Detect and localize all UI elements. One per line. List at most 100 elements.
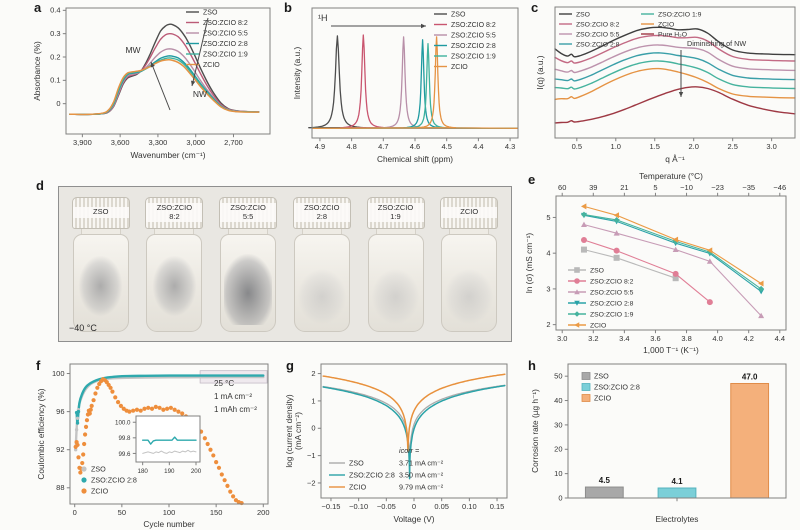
svg-text:I(q) (a.u.): I(q) (a.u.) — [535, 55, 545, 89]
svg-text:(mA cm⁻²): (mA cm⁻²) — [293, 412, 303, 450]
vial-label: ZSO:ZCIO 8:2 — [146, 202, 203, 223]
svg-text:3.71 mA cm⁻²: 3.71 mA cm⁻² — [399, 459, 444, 468]
series-ZCIO — [69, 59, 260, 116]
svg-text:4: 4 — [546, 249, 550, 258]
svg-text:10: 10 — [554, 469, 562, 478]
frost-pattern — [150, 253, 199, 325]
svg-text:Cycle number: Cycle number — [143, 519, 194, 529]
chart-root-c: 0.5 1.0 1.5 2.0 2.5 3.0q Å⁻¹I(q) (a.u.)ZSOZSO… — [535, 6, 796, 164]
series-ZSO:ZCIO 5:5 — [554, 44, 796, 74]
svg-text:21: 21 — [620, 183, 628, 192]
series-Pure H₂O — [554, 86, 796, 124]
svg-text:Diminishing of NW: Diminishing of NW — [687, 39, 746, 48]
svg-text:ZSO:ZCIO 5:5: ZSO:ZCIO 5:5 — [576, 32, 620, 39]
svg-text:88: 88 — [56, 483, 64, 492]
svg-text:ZCIO: ZCIO — [91, 487, 109, 496]
svg-text:ZSO:ZCIO 1:9: ZSO:ZCIO 1:9 — [658, 12, 702, 19]
svg-text:ZCIO: ZCIO — [590, 323, 606, 330]
panel-letter-a: a — [34, 0, 42, 15]
svg-text:0.2: 0.2 — [50, 52, 60, 61]
svg-text:0.4: 0.4 — [50, 6, 60, 15]
svg-text:Absorbance (%): Absorbance (%) — [32, 41, 42, 101]
panel-letter-d: d — [36, 178, 44, 193]
svg-text:ZSO:ZCIO 2:8: ZSO:ZCIO 2:8 — [594, 383, 640, 392]
svg-text:ZCIO: ZCIO — [451, 64, 468, 71]
vial-shoulder — [301, 227, 342, 235]
chart-root-e: 3.0 3.2 3.4 3.6 3.8 4.0 4.2 4.4 60 39 21 5 −10 −23 −35… — [524, 171, 787, 355]
svg-text:Pure H₂O: Pure H₂O — [658, 32, 687, 39]
frost-pattern — [76, 253, 125, 325]
panel-letter-b: b — [284, 0, 292, 15]
legend: ZSO ZSO:ZCIO 2:8 ZCIO — [581, 372, 640, 403]
svg-text:ZSO:ZCIO 2:8: ZSO:ZCIO 2:8 — [349, 471, 395, 480]
panel-h: h 4.5 4.1 47.0 0 10 20 30 40 50 Electrolytes Corro… — [518, 352, 800, 530]
svg-text:0: 0 — [73, 508, 77, 517]
svg-text:−0.05: −0.05 — [377, 502, 396, 511]
svg-text:4.1: 4.1 — [671, 477, 683, 486]
vial-body — [293, 233, 350, 332]
svg-text:ZSO:ZCIO 8:2: ZSO:ZCIO 8:2 — [203, 20, 248, 27]
svg-text:1 mAh cm⁻²: 1 mAh cm⁻² — [214, 405, 257, 414]
series-ZSO:ZCIO 2:8 — [69, 55, 260, 116]
svg-text:190: 190 — [164, 468, 175, 475]
svg-text:ZSO: ZSO — [203, 10, 218, 17]
vial-label: ZSO — [72, 207, 129, 218]
svg-text:39: 39 — [589, 183, 597, 192]
svg-text:Chemical shift (ppm): Chemical shift (ppm) — [377, 154, 453, 164]
panel-a-chart: 3,900 3,600 3,300 3,000 2,700 0 0.1 0.2 0.3 0.4 Wa… — [32, 6, 271, 160]
vial-shoulder — [80, 227, 121, 235]
chart-root-b: 4.9 4.8 4.7 4.6 4.5 4.4 4.3 Chemical shift (ppm… — [292, 7, 519, 164]
svg-text:2: 2 — [546, 320, 550, 329]
series-ZSO:ZCIO 2:8 — [554, 52, 796, 82]
vial-label: ZSO:ZCIO 1:9 — [367, 202, 424, 223]
panel-letter-e: e — [528, 172, 536, 187]
svg-text:3.0: 3.0 — [766, 142, 776, 151]
svg-text:0: 0 — [311, 424, 315, 433]
panel-g-chart: −0.15 −0.10 −0.05 0 0.05 0.10 0.15 −2 −1 0 1 2 Volta… — [284, 363, 508, 524]
vial-label: ZSO:ZCIO 2:8 — [293, 202, 350, 223]
series-ZSO — [322, 384, 506, 465]
legend: ZSO ZSO:ZCIO 2:8 ZCIO — [81, 465, 137, 496]
series-ZCIO — [322, 373, 506, 452]
svg-text:ZSO:ZCIO 2:8: ZSO:ZCIO 2:8 — [590, 301, 634, 308]
svg-text:3.6: 3.6 — [650, 334, 660, 343]
panel-c: c 0.5 1.0 1.5 2.0 2.5 3.0 q Å⁻¹ I(q) (a.u.) ZSO Z… — [525, 0, 800, 172]
svg-text:180: 180 — [138, 468, 149, 475]
svg-text:1 mA cm⁻²: 1 mA cm⁻² — [214, 392, 252, 401]
series-ZSO:ZCIO 8:2 — [554, 34, 796, 64]
svg-text:1.5: 1.5 — [650, 142, 660, 151]
svg-text:9.79 mA cm⁻²: 9.79 mA cm⁻² — [399, 483, 444, 492]
svg-text:4.9: 4.9 — [315, 142, 325, 151]
svg-text:−10: −10 — [680, 183, 693, 192]
series-ZSO:ZCIO 2:8 — [142, 436, 197, 445]
svg-text:−46: −46 — [773, 183, 786, 192]
svg-text:ZCIO: ZCIO — [203, 62, 220, 69]
svg-text:1.0: 1.0 — [611, 142, 621, 151]
svg-text:2.0: 2.0 — [688, 142, 698, 151]
vial-cap: ZSO:ZCIO 8:2 — [145, 196, 204, 229]
svg-text:0.10: 0.10 — [462, 502, 477, 511]
svg-text:20: 20 — [554, 445, 562, 454]
vial-zso-zcio-1-9: ZSO:ZCIO 1:9 — [364, 196, 428, 332]
svg-text:4.2: 4.2 — [743, 334, 753, 343]
vial-shoulder — [375, 227, 416, 235]
vial-shoulder — [154, 227, 195, 235]
series-ZSO:ZCIO 2:8 — [322, 384, 506, 480]
svg-text:25 °C: 25 °C — [214, 379, 234, 388]
vial-cap: ZSO:ZCIO 2:8 — [292, 196, 351, 229]
svg-text:2,700: 2,700 — [224, 138, 243, 147]
panel-h-chart: 4.5 4.1 47.0 0 10 20 30 40 50 Electrolytes Corrosi… — [530, 363, 787, 524]
series-ZCIO — [554, 67, 796, 101]
chart-root-g: −0.15 −0.10 −0.05 0 0.05 0.10 0.15 −2 −1 0 1 2 Volta… — [284, 363, 508, 524]
panel-letter-h: h — [528, 358, 536, 373]
svg-text:ZSO: ZSO — [349, 459, 364, 468]
svg-text:MW: MW — [125, 45, 140, 55]
svg-text:log (current density): log (current density) — [284, 394, 294, 468]
svg-text:200: 200 — [191, 468, 202, 475]
vial-shoulder — [228, 227, 269, 235]
svg-text:−0.15: −0.15 — [321, 502, 340, 511]
svg-text:ZSO: ZSO — [590, 268, 604, 275]
svg-text:Wavenumber (cm⁻¹): Wavenumber (cm⁻¹) — [130, 150, 205, 160]
vial-body — [146, 233, 203, 332]
svg-text:3.0: 3.0 — [557, 334, 567, 343]
